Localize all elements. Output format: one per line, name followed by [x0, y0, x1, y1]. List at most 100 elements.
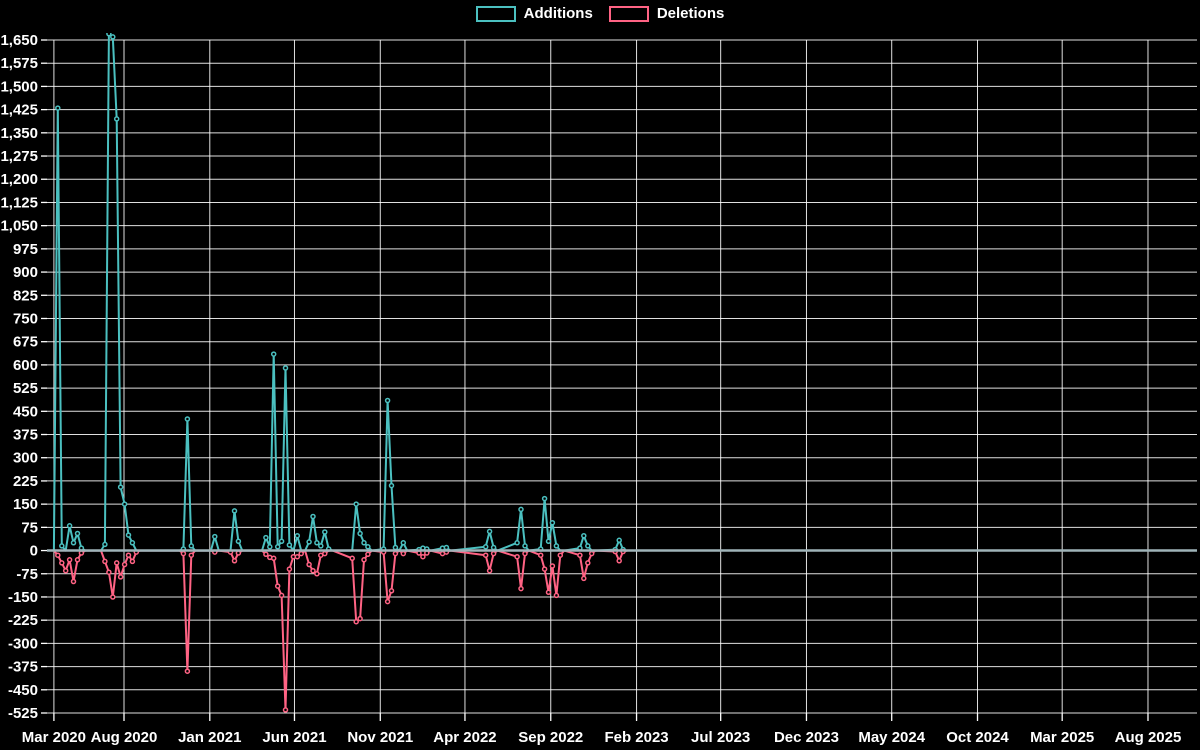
additions-point-marker	[55, 105, 61, 111]
deletions-point-marker	[102, 558, 108, 565]
additions-point-marker	[117, 484, 124, 490]
deletions-point-marker	[553, 592, 560, 599]
x-tick-label: Nov 2021	[347, 729, 413, 746]
y-tick-label: 150	[13, 496, 38, 513]
y-tick-label: -225	[8, 612, 38, 629]
chart-legend: Additions Deletions	[0, 5, 1200, 22]
additions-point-marker	[129, 540, 136, 546]
y-tick-label: -450	[8, 682, 38, 699]
additions-point-marker	[388, 482, 395, 489]
additions-point-marker	[400, 540, 407, 546]
additions-point-marker	[263, 534, 269, 541]
y-tick-label: 600	[13, 357, 38, 374]
deletions-point-marker	[263, 551, 269, 558]
deletions-series	[52, 548, 628, 713]
deletions-point-marker	[392, 550, 399, 557]
y-tick-label: 1,575	[0, 55, 38, 72]
deletions-point-marker	[274, 583, 281, 589]
additions-point-marker	[310, 513, 316, 520]
deletions-point-marker	[294, 553, 301, 560]
deletions-point-marker	[278, 592, 285, 599]
deletions-point-marker	[577, 552, 583, 558]
additions-point-marker	[553, 543, 560, 549]
deletions-point-marker	[537, 552, 544, 558]
deletions-point-marker	[522, 550, 528, 557]
legend-item-deletions[interactable]: Deletions	[608, 5, 724, 22]
deletions-point-marker	[282, 707, 289, 713]
additions-point-marker	[443, 544, 450, 551]
additions-point-marker	[616, 537, 622, 544]
additions-point-marker	[66, 523, 73, 529]
additions-point-marker	[514, 540, 520, 546]
deletions-point-marker	[129, 558, 136, 565]
additions-point-marker	[294, 532, 301, 539]
deletions-point-marker	[121, 561, 128, 568]
x-tick-label: Jul 2023	[691, 729, 750, 746]
additions-point-marker	[353, 501, 359, 507]
y-tick-label: 750	[13, 310, 38, 327]
additions-point-marker	[125, 532, 132, 538]
deletions-point-marker	[365, 551, 371, 558]
additions-point-marker	[581, 532, 587, 539]
y-tick-label: 1,050	[0, 218, 38, 235]
deletions-point-marker	[400, 550, 407, 557]
additions-point-marker	[518, 506, 524, 513]
y-tick-label: 1,275	[0, 148, 38, 165]
deletions-line	[52, 549, 628, 711]
deletions-point-marker	[180, 550, 187, 557]
deletions-point-marker	[113, 560, 120, 566]
y-tick-label: 225	[13, 473, 38, 490]
deletions-point-marker	[70, 578, 77, 585]
deletions-point-marker	[357, 615, 363, 622]
additions-point-marker	[384, 397, 391, 404]
deletions-point-marker	[310, 567, 316, 574]
x-tick-label: Jun 2021	[262, 729, 326, 746]
deletions-swatch-icon	[608, 5, 649, 22]
deletions-point-marker	[420, 553, 426, 560]
deletions-point-marker	[322, 550, 328, 557]
deletions-point-marker	[585, 560, 591, 566]
additions-point-marker	[184, 416, 191, 422]
deletions-point-marker	[62, 567, 69, 574]
additions-point-marker	[110, 34, 116, 40]
additions-point-marker	[361, 540, 367, 546]
deletions-point-marker	[581, 575, 587, 582]
additions-line	[52, 33, 628, 552]
legend-item-additions[interactable]: Additions	[475, 5, 593, 22]
deletions-point-marker	[557, 552, 564, 558]
additions-point-marker	[278, 538, 285, 545]
y-tick-label: 675	[13, 334, 38, 351]
additions-point-marker	[188, 543, 195, 549]
additions-point-marker	[113, 116, 120, 122]
additions-point-marker	[482, 544, 489, 550]
additions-point-marker	[59, 543, 65, 549]
deletions-point-marker	[184, 668, 191, 674]
y-tick-label: 525	[13, 380, 38, 397]
deletions-point-marker	[314, 571, 320, 577]
deletions-point-marker	[388, 588, 395, 594]
deletions-point-marker	[549, 563, 556, 569]
deletions-point-marker	[349, 555, 355, 562]
additions-point-marker	[70, 540, 77, 546]
y-tick-label: 300	[13, 450, 38, 467]
additions-point-marker	[286, 542, 293, 548]
y-tick-label: 1,425	[0, 102, 38, 119]
additions-point-marker	[106, 33, 112, 37]
y-tick-label: 1,350	[0, 125, 38, 142]
additions-point-marker	[121, 501, 128, 507]
additions-point-marker	[212, 533, 218, 540]
y-tick-label: -150	[8, 589, 38, 606]
additions-point-marker	[490, 544, 497, 551]
deletions-point-marker	[110, 594, 116, 600]
y-tick-label: -525	[8, 705, 38, 722]
deletions-point-marker	[298, 550, 304, 557]
deletions-point-marker	[361, 557, 367, 563]
additions-point-marker	[274, 544, 281, 550]
deletions-point-marker	[55, 552, 61, 558]
additions-point-marker	[392, 544, 399, 551]
x-tick-label: May 2024	[858, 729, 925, 746]
additions-swatch-icon	[475, 5, 516, 22]
deletions-point-marker	[286, 566, 293, 572]
additions-point-marker	[267, 544, 273, 550]
deletions-point-marker	[482, 552, 489, 558]
